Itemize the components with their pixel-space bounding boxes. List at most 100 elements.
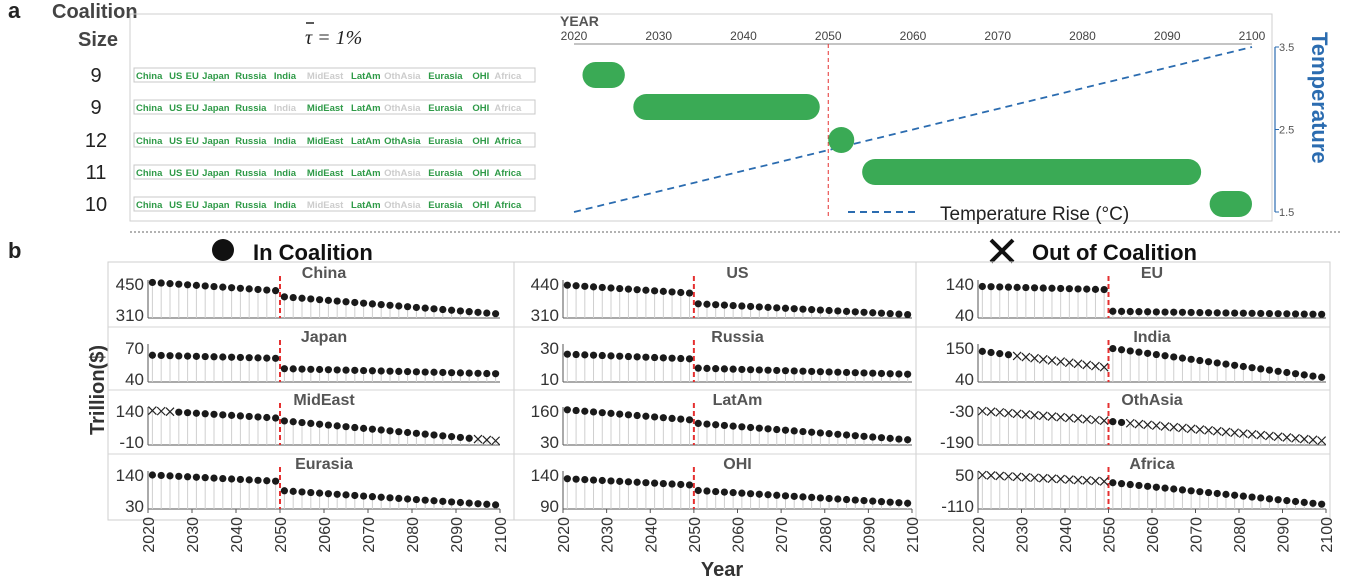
in-coalition-point bbox=[904, 370, 912, 378]
in-coalition-point bbox=[738, 365, 746, 374]
in-coalition-point bbox=[729, 422, 737, 430]
in-coalition-point bbox=[236, 353, 244, 362]
out-of-coalition-point bbox=[1021, 352, 1031, 362]
year-tick-label: 2070 bbox=[984, 29, 1011, 43]
out-coalition-marker-icon bbox=[989, 238, 1015, 264]
in-coalition-point bbox=[430, 305, 438, 313]
in-coalition-point bbox=[157, 471, 165, 480]
in-coalition-point bbox=[589, 476, 598, 484]
in-coalition-point bbox=[228, 475, 236, 483]
out-of-coalition-point bbox=[1030, 473, 1039, 483]
in-coalition-point bbox=[1204, 309, 1213, 317]
in-coalition-point bbox=[790, 492, 798, 500]
y-tick-label: -190 bbox=[940, 433, 974, 452]
x-tick-label: 2050 bbox=[687, 517, 704, 553]
out-of-coalition-point bbox=[1073, 359, 1083, 369]
in-coalition-point bbox=[1126, 307, 1134, 316]
y-tick-label: 310 bbox=[531, 306, 559, 325]
in-coalition-marker-icon bbox=[212, 239, 234, 261]
x-tick-label: 2080 bbox=[1232, 517, 1249, 553]
in-coalition-point bbox=[816, 429, 824, 437]
in-coalition-point bbox=[421, 304, 429, 312]
out-of-coalition-point bbox=[1030, 353, 1039, 363]
coalition-member-othasia: OthAsia bbox=[384, 103, 421, 114]
in-coalition-point bbox=[851, 496, 859, 504]
in-coalition-point bbox=[219, 411, 227, 419]
in-coalition-point bbox=[624, 285, 633, 293]
in-coalition-point bbox=[712, 301, 720, 309]
coalition-member-eu: EU bbox=[186, 71, 199, 82]
in-coalition-point bbox=[1309, 310, 1317, 318]
in-coalition-point bbox=[307, 365, 315, 373]
out-of-coalition-point bbox=[1273, 432, 1283, 442]
in-coalition-point bbox=[377, 300, 385, 309]
in-coalition-point bbox=[703, 420, 711, 428]
in-coalition-point bbox=[360, 299, 368, 307]
in-coalition-point bbox=[1187, 487, 1195, 495]
coalition-period-bar bbox=[582, 62, 625, 88]
coalition-member-eurasia: Eurasia bbox=[428, 71, 463, 82]
in-coalition-point bbox=[720, 365, 729, 373]
coalition-member-eu: EU bbox=[186, 136, 199, 147]
in-coalition-point bbox=[633, 286, 641, 294]
year-tick-label: 2020 bbox=[561, 29, 588, 43]
out-of-coalition-point bbox=[1047, 412, 1057, 421]
coalition-member-africa: Africa bbox=[494, 168, 522, 179]
out-of-coalition-point bbox=[1038, 411, 1048, 421]
in-coalition-point bbox=[712, 421, 720, 429]
in-coalition-point bbox=[166, 352, 174, 360]
in-coalition-point bbox=[201, 282, 209, 290]
out-of-coalition-point bbox=[995, 471, 1005, 481]
in-coalition-point bbox=[1074, 285, 1082, 293]
in-coalition-point bbox=[616, 284, 624, 293]
in-coalition-point bbox=[368, 493, 376, 501]
in-coalition-point bbox=[1248, 493, 1256, 501]
coalition-member-africa: Africa bbox=[494, 200, 522, 211]
x-tick-label: 2070 bbox=[361, 517, 378, 553]
in-coalition-point bbox=[1170, 308, 1178, 316]
in-coalition-point bbox=[474, 308, 482, 316]
in-coalition-point bbox=[1135, 308, 1143, 316]
in-coalition-point bbox=[764, 491, 772, 499]
in-coalition-point bbox=[342, 423, 350, 431]
in-coalition-point bbox=[842, 368, 851, 377]
in-coalition-point bbox=[886, 310, 894, 318]
panel-b-label: b bbox=[8, 238, 21, 263]
in-coalition-point bbox=[677, 288, 685, 297]
in-coalition-point bbox=[236, 284, 244, 292]
coalition-member-russia: Russia bbox=[235, 71, 267, 82]
in-coalition-point bbox=[1109, 344, 1117, 353]
out-of-coalition-point bbox=[986, 407, 996, 417]
in-coalition-point bbox=[289, 293, 297, 302]
out-of-coalition-point bbox=[1012, 409, 1022, 419]
in-coalition-point bbox=[1100, 285, 1108, 294]
in-coalition-point bbox=[1213, 309, 1221, 317]
in-coalition-point bbox=[738, 302, 746, 310]
in-coalition-point bbox=[377, 493, 385, 501]
in-coalition-point bbox=[668, 288, 676, 296]
in-coalition-point bbox=[492, 501, 500, 509]
in-coalition-point bbox=[263, 354, 271, 362]
out-of-coalition-point bbox=[1247, 429, 1257, 439]
out-of-coalition-point bbox=[1151, 421, 1161, 431]
x-tick-label: 2040 bbox=[643, 517, 660, 553]
in-coalition-point bbox=[1178, 486, 1187, 494]
in-coalition-point bbox=[236, 475, 244, 484]
coalition-member-india: India bbox=[274, 103, 297, 114]
in-coalition-point bbox=[228, 411, 236, 419]
in-coalition-point bbox=[298, 488, 306, 496]
in-coalition-point bbox=[368, 300, 376, 308]
out-of-coalition-point bbox=[1056, 474, 1066, 484]
in-coalition-point bbox=[1004, 283, 1013, 291]
coalition-member-japan: Japan bbox=[202, 136, 230, 147]
coalition-member-mideast: MidEast bbox=[307, 200, 344, 211]
in-coalition-point bbox=[465, 434, 473, 442]
year-label: YEAR bbox=[560, 13, 599, 29]
in-coalition-point bbox=[201, 352, 209, 361]
y-tick-label: 140 bbox=[116, 466, 144, 485]
y-tick-label: 150 bbox=[946, 339, 974, 358]
in-coalition-point bbox=[245, 285, 253, 293]
coalition-member-russia: Russia bbox=[235, 136, 267, 147]
in-coalition-point bbox=[799, 493, 807, 501]
in-coalition-point bbox=[192, 352, 200, 360]
